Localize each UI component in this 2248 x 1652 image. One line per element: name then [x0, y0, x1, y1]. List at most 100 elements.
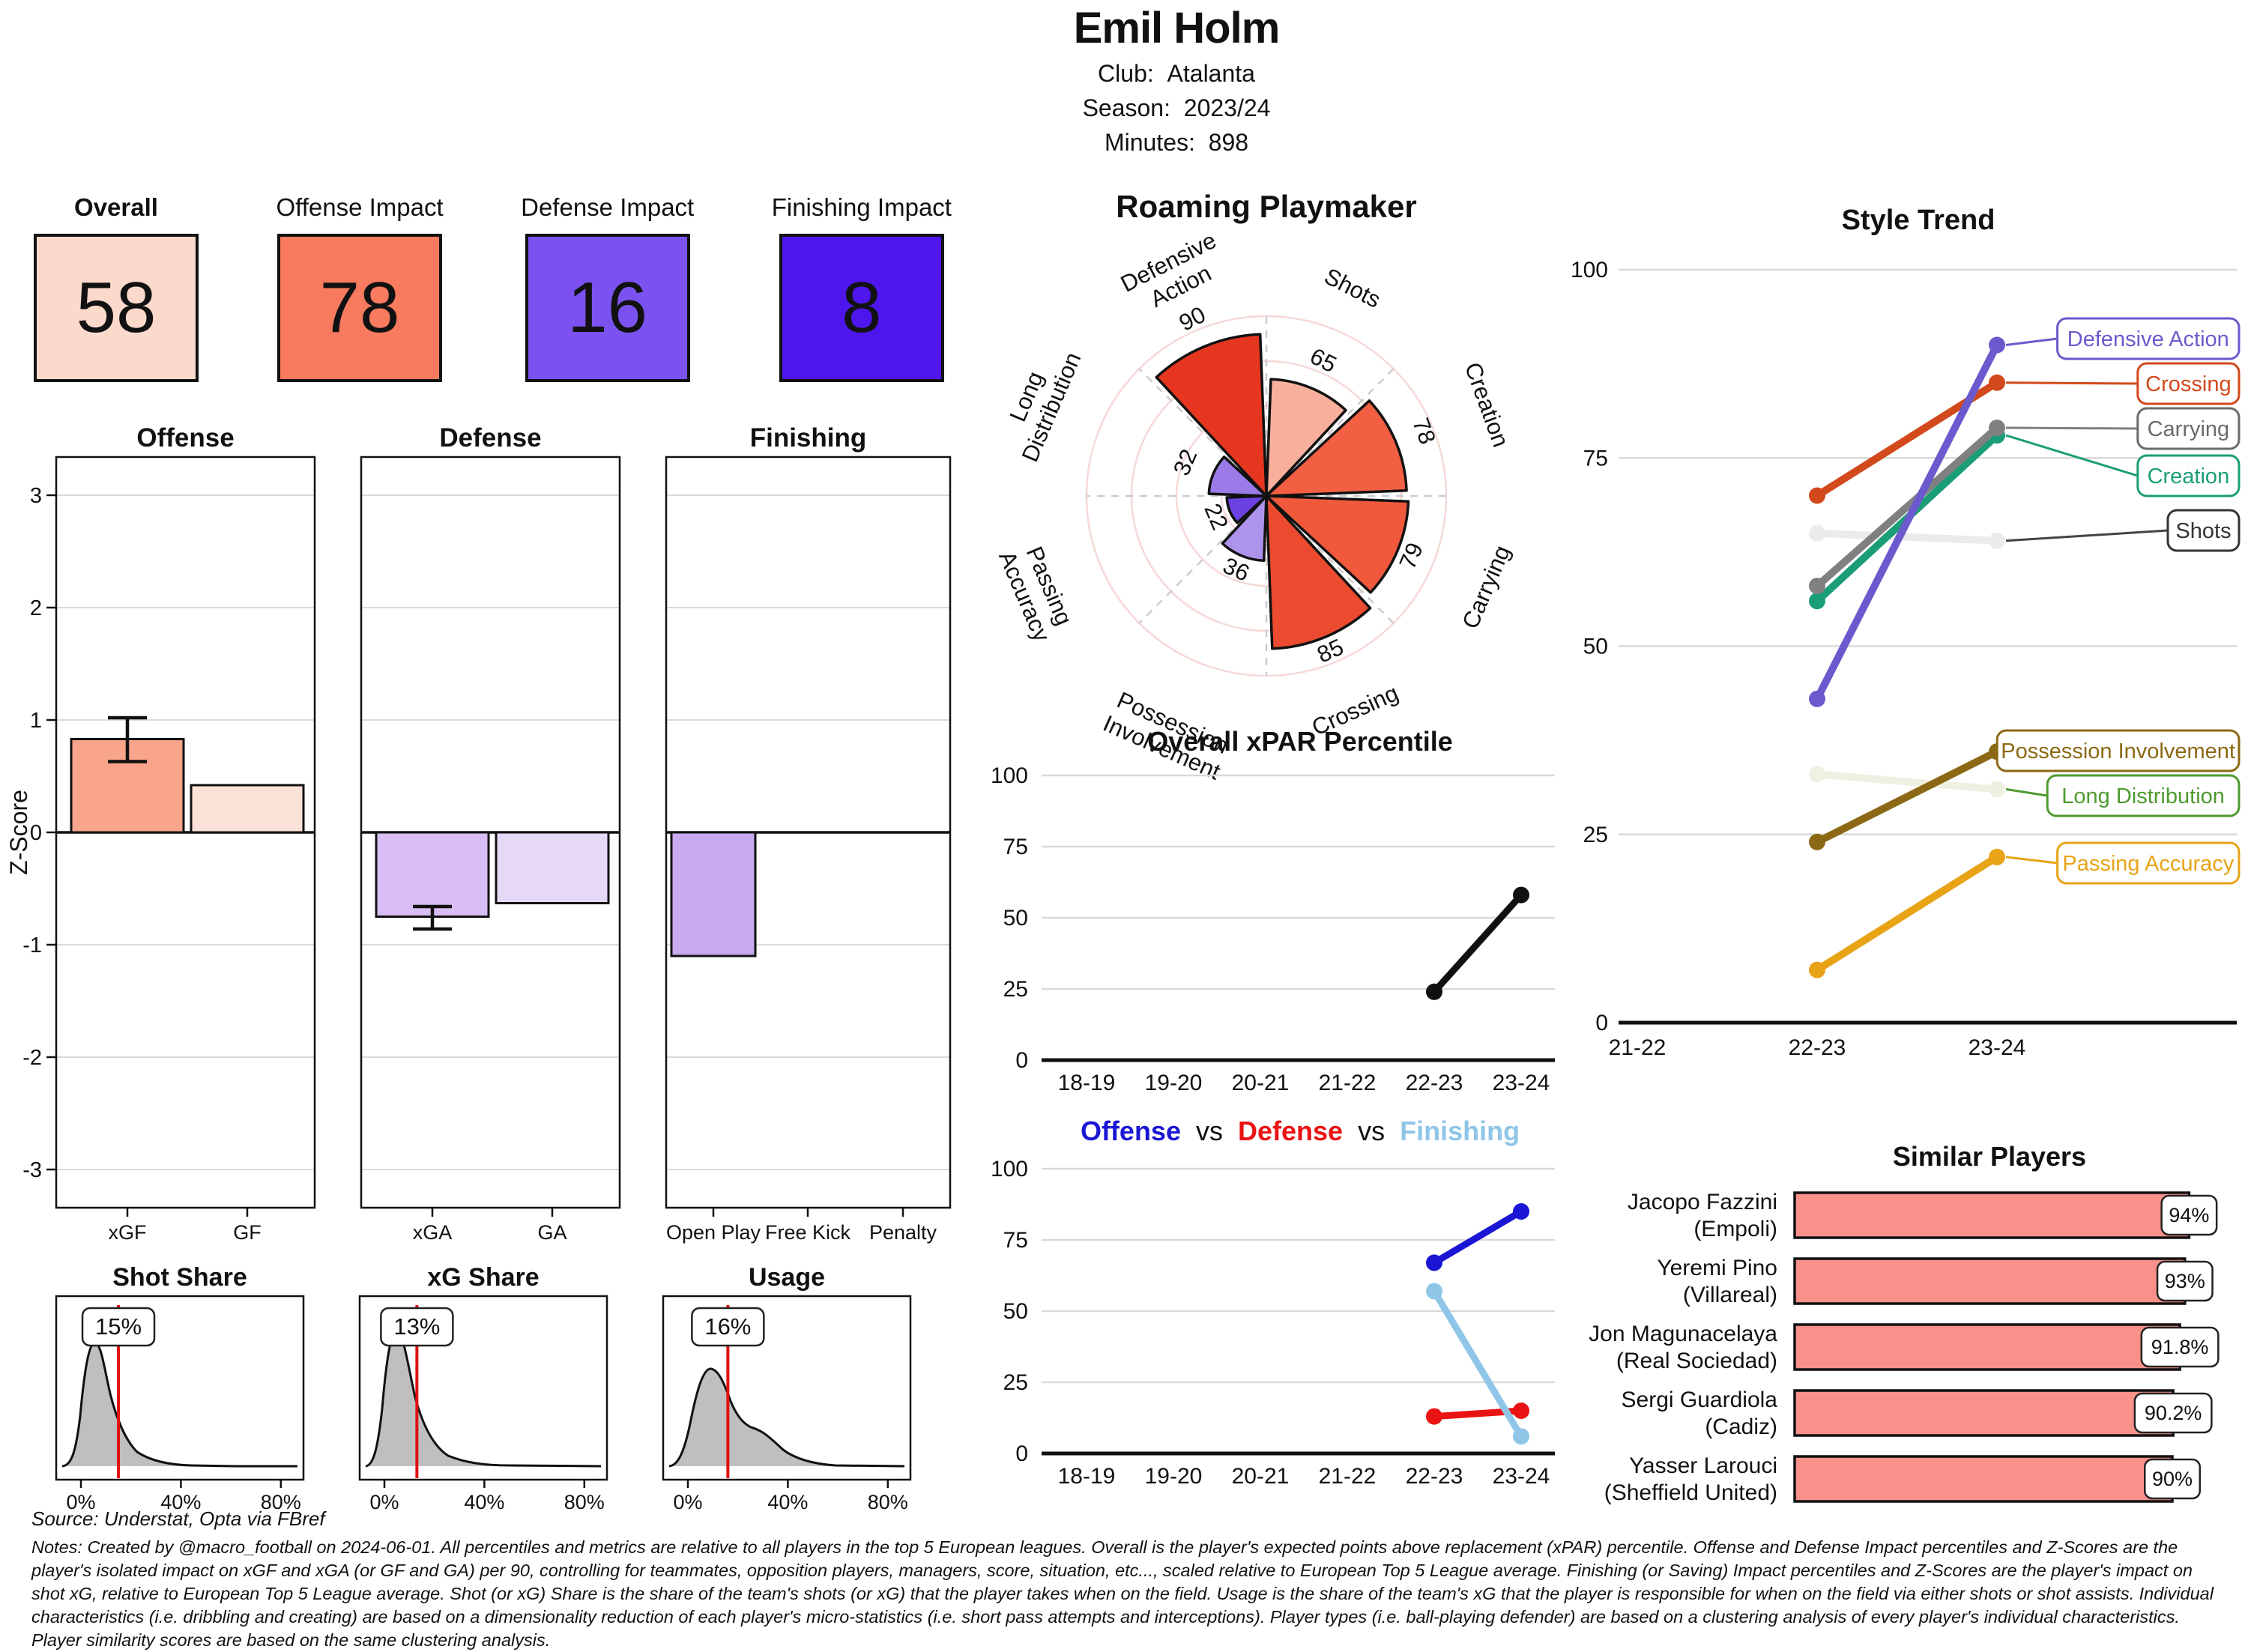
- label-leader: [2005, 529, 2169, 542]
- x-tick: 23-24: [1493, 1071, 1550, 1095]
- polar-grid-spoke: [1138, 368, 1395, 624]
- data-point: [1809, 593, 1825, 610]
- label-leader: [2005, 381, 2138, 385]
- series-label-box: [2136, 454, 2241, 497]
- density-curve: [365, 1329, 602, 1468]
- series-line-long-distribution: [1813, 770, 2001, 793]
- rose-wedge-possession-involvement: [1221, 494, 1268, 563]
- marker-label: 16%: [704, 1313, 751, 1340]
- club-line: Club: Atalanta: [802, 60, 1551, 88]
- x-tick: 21-22: [1319, 1464, 1377, 1489]
- impact-card-value: 16: [567, 267, 648, 348]
- impact-card-title: Finishing Impact: [771, 193, 952, 221]
- y-tick: 0: [1015, 1048, 1028, 1073]
- x-tick: 19-20: [1145, 1464, 1203, 1489]
- x-tick: 18-19: [1058, 1464, 1116, 1489]
- style-trend-chart: Style Trend 0 25 50 75 100 21-22 22-23 23-24 Shot…: [1571, 205, 2241, 1060]
- series-line-shots: [1813, 529, 2001, 545]
- impact-card-finishing-impact: Finishing Impact 8: [772, 193, 952, 382]
- rose-axis-label-creation: Creation: [1460, 359, 1514, 450]
- rose-wedge-passing-accuracy: [1225, 494, 1268, 524]
- zscore-y-axis-title: Z-Score: [5, 790, 32, 875]
- y-tick: 100: [1571, 258, 1608, 282]
- player-name: Jacopo Fazzini: [1628, 1190, 1777, 1214]
- series-line-overall-xpar: [1430, 892, 1525, 996]
- rose-value: 65: [1306, 342, 1341, 378]
- label-leader: [2005, 434, 2139, 477]
- x-tick: 23-24: [1493, 1464, 1550, 1489]
- density-x-tick: 80%: [868, 1491, 908, 1513]
- marker-label: 13%: [393, 1313, 440, 1340]
- zscore-y-tick: 2: [30, 596, 42, 620]
- impact-card-offense-impact: Offense Impact 78: [276, 193, 444, 382]
- similar-players-chart: Similar Players Jacopo Fazzini (Empoli) 94%…: [1589, 1141, 2220, 1505]
- label-leader: [2005, 337, 2058, 346]
- series-label-possession-involvement: Possession Involvement: [2001, 739, 2235, 763]
- data-point: [1513, 886, 1529, 904]
- similarity-value: 91.8%: [2151, 1336, 2209, 1358]
- rose-wedge-shots: [1265, 378, 1347, 497]
- x-tick: 22-23: [1406, 1071, 1463, 1095]
- y-tick: 50: [1003, 1299, 1028, 1324]
- density-x-tick: 0%: [66, 1491, 95, 1513]
- player-team: (Cadiz): [1705, 1415, 1777, 1439]
- similarity-value: 90%: [2152, 1468, 2193, 1490]
- data-point: [1426, 983, 1442, 1000]
- impact-card-box: 58: [34, 234, 199, 382]
- facet-title-finishing: Finishing: [750, 423, 867, 453]
- series-line-possession-involvement: [1813, 748, 2001, 846]
- impact-card-value: 8: [842, 267, 882, 348]
- data-point: [1809, 690, 1825, 707]
- series-label-long-distribution: Long Distribution: [2061, 784, 2225, 808]
- rose-axis-label-carrying: Carrying: [1457, 542, 1515, 633]
- facet-title-defense: Defense: [439, 423, 541, 453]
- density-x-tick: 80%: [261, 1491, 301, 1513]
- y-tick: 0: [1015, 1441, 1028, 1466]
- rose-axis-label-shots: Shots: [1320, 263, 1386, 313]
- impact-card-value: 58: [76, 267, 157, 348]
- data-point: [1809, 524, 1825, 542]
- impact-cards: Overall 58 Offense Impact 78 Defense Impact 1…: [34, 193, 952, 382]
- similarity-label-box: [2160, 1194, 2218, 1236]
- panel-border: [360, 456, 621, 1209]
- x-tick: 20-21: [1232, 1071, 1290, 1095]
- series-label-box: [2056, 317, 2241, 360]
- impact-card-box: 16: [525, 234, 690, 382]
- label-leader: [2005, 426, 2138, 430]
- y-tick: 25: [1003, 1370, 1028, 1395]
- rose-wedge-defensive-action: [1155, 333, 1268, 497]
- season-value: 2023/24: [1183, 94, 1271, 121]
- impact-card-value: 78: [319, 267, 400, 348]
- data-point: [1426, 1408, 1442, 1425]
- series-line-carrying: [1813, 424, 2001, 590]
- polar-grid-spoke: [1138, 368, 1395, 624]
- density-curve: [61, 1341, 297, 1468]
- source-note: Source: Understat, Opta via FBref: [31, 1507, 325, 1530]
- similarity-label-box: [2144, 1458, 2201, 1500]
- impact-card-defense-impact: Defense Impact 16: [521, 193, 694, 382]
- player-team: (Sheffield United): [1604, 1480, 1777, 1505]
- data-point: [1989, 336, 2005, 354]
- panel-border: [358, 1295, 608, 1481]
- marker-label-box: [380, 1307, 454, 1347]
- y-tick: 50: [1003, 906, 1028, 931]
- y-tick: 100: [991, 763, 1028, 788]
- offense-defense-finishing-chart: 0 25 50 75 100 18-19 19-20 20-21 21-22 22-23 23-24…: [991, 1116, 1555, 1489]
- panel-border: [55, 1295, 305, 1481]
- player-name: Yeremi Pino: [1657, 1256, 1777, 1280]
- x-tick: 22-23: [1406, 1464, 1463, 1489]
- rose-axis-label-text: PassingAccuracy: [994, 536, 1080, 646]
- x-tick: 23-24: [1968, 1035, 2026, 1060]
- odf-title: Offense vs Defense vs Finishing: [1081, 1116, 1520, 1146]
- series-label-box: [2136, 362, 2241, 405]
- impact-card-title: Overall: [74, 193, 158, 221]
- bar-xga: [375, 831, 490, 918]
- zscore-chart: Z-Score 3 2 1 0 -1 -2 -3 Offense xGF GF Defense xGA G…: [5, 423, 952, 1244]
- rose-title: Roaming Playmaker: [1116, 189, 1417, 224]
- data-point: [1426, 1283, 1442, 1300]
- data-point: [1513, 1428, 1529, 1445]
- series-label-passing-accuracy: Passing Accuracy: [2062, 852, 2234, 876]
- series-label-crossing: Crossing: [2145, 372, 2231, 396]
- similarity-label-box: [2140, 1326, 2220, 1368]
- rose-wedge-creation: [1265, 399, 1408, 497]
